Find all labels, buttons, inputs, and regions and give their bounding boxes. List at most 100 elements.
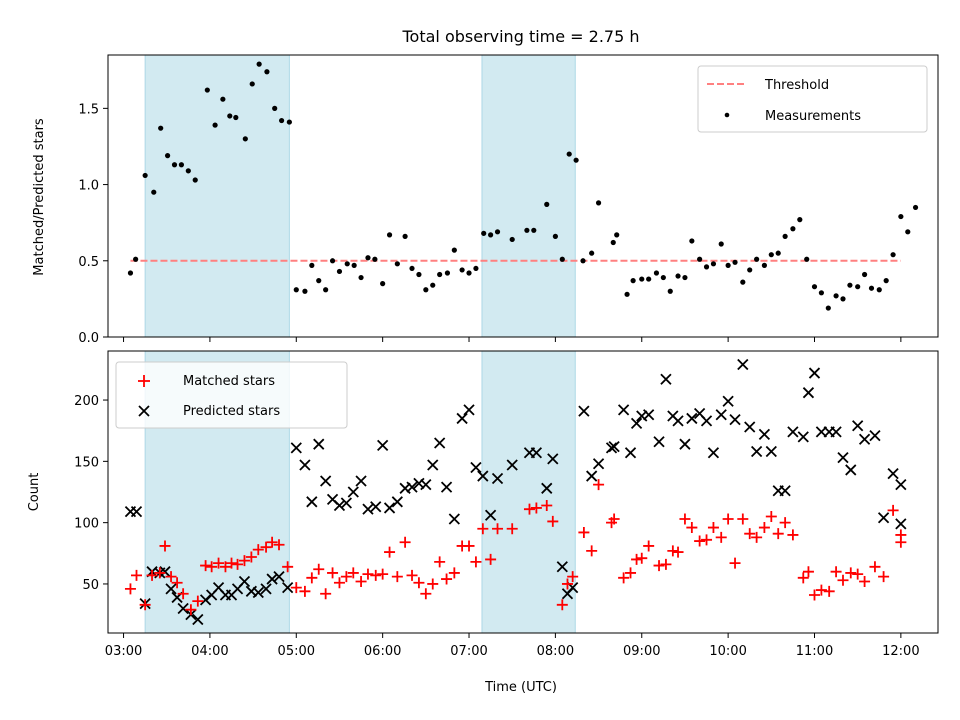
predicted-star-point (715, 409, 727, 421)
matched-star-point (154, 567, 166, 579)
measurement-point (761, 262, 767, 268)
matched-star-point (694, 535, 706, 547)
matched-star-point (282, 561, 294, 573)
matched-star-point (802, 566, 814, 578)
predicted-star-point (887, 467, 899, 480)
shaded-interval-1 (144, 54, 290, 338)
matched-star-point (370, 569, 382, 581)
bottom-y-tick-label: 100 (74, 517, 99, 532)
predicted-star-point (299, 459, 311, 471)
matched-star-point (434, 556, 446, 568)
matched-star-point (506, 523, 518, 535)
matched-star-point (470, 556, 482, 568)
matched-star-point (477, 523, 489, 535)
matched-star-point (232, 558, 244, 570)
matched-star-point (722, 513, 734, 525)
matched-star-point (441, 573, 453, 585)
x-tick-label: 06:00 (364, 644, 401, 659)
x-tick-label: 10:00 (709, 644, 746, 659)
measurement-point (127, 270, 134, 276)
measurement-point (204, 87, 210, 93)
count-points (124, 358, 907, 626)
measurement-point (293, 287, 299, 293)
matched-star-point (413, 577, 425, 589)
predicted-star-point (406, 481, 418, 493)
x-tick-label: 11:00 (796, 644, 833, 659)
measurement-point (818, 290, 825, 296)
predicted-star-point (333, 499, 346, 512)
measurement-point (595, 200, 602, 206)
predicted-star-point (895, 479, 907, 491)
predicted-star-point (362, 503, 374, 515)
measurement-point (309, 262, 315, 268)
predicted-star-point (506, 459, 518, 471)
matched-star-point (636, 552, 648, 564)
matched-star-point (765, 511, 777, 523)
matched-star-point (772, 528, 784, 540)
predicted-star-point (802, 387, 815, 399)
matched-star-point (238, 555, 250, 567)
measurement-point (847, 282, 853, 288)
measurement-point (242, 136, 248, 142)
measurement-point (718, 241, 724, 247)
matched-star-point (384, 546, 396, 558)
predicted-star-point (547, 453, 559, 465)
top-y-tick-label: 0.0 (78, 331, 99, 346)
predicted-star-point (541, 482, 553, 494)
predicted-star-point (252, 586, 264, 599)
matched-star-point (165, 571, 177, 583)
predicted-star-point (391, 496, 403, 508)
top-y-tick-label: 0.5 (78, 255, 99, 270)
predicted-star-point (765, 445, 777, 458)
bottom-legend: Matched stars Predicted stars (115, 361, 348, 429)
measurement-point (868, 285, 875, 291)
measurement-point (459, 267, 465, 273)
predicted-star-point (192, 613, 204, 626)
measurement-point (358, 274, 364, 281)
matched-star-point (306, 572, 318, 584)
predicted-star-point (306, 496, 318, 508)
predicted-star-point (282, 581, 294, 594)
predicted-star-point (463, 404, 475, 416)
matched-star-point (895, 529, 907, 541)
matched-star-point (845, 567, 857, 579)
measurement-point (883, 278, 889, 284)
predicted-star-point (260, 583, 272, 595)
measurement-point (171, 162, 178, 168)
measurement-point (158, 125, 164, 131)
matched-star-point (729, 557, 741, 569)
measurement-point (524, 227, 530, 233)
x-axis-label: Time (UTC) (484, 680, 557, 695)
predicted-star-point (159, 566, 171, 578)
predicted-star-point (672, 415, 684, 427)
matched-star-point (643, 540, 655, 552)
legend-measurements-swatch (724, 112, 730, 118)
predicted-star-point (686, 412, 698, 425)
predicted-star-point (456, 412, 468, 425)
predicted-star-point (377, 439, 389, 452)
matched-star-point (578, 526, 590, 538)
matched-star-point (653, 560, 665, 572)
predicted-star-point (630, 417, 643, 429)
matched-star-point (245, 551, 257, 563)
legend-measurements-label: Measurements (765, 109, 861, 124)
matched-star-point (679, 513, 691, 525)
matched-star-point (859, 576, 871, 588)
matched-star-point (837, 574, 849, 586)
bottom-axes-frame (107, 350, 939, 634)
measurement-point (905, 229, 911, 235)
measurement-point (689, 238, 695, 244)
measurement-point (747, 267, 753, 273)
measurement-point (646, 276, 652, 282)
matched-star-point (171, 577, 183, 589)
predicted-star-point (797, 431, 809, 443)
top-legend: Threshold Measurements (697, 65, 928, 133)
measurement-point (825, 305, 831, 311)
measurement-point (639, 276, 645, 282)
matched-star-point (869, 561, 881, 573)
measurement-point (804, 256, 810, 262)
matched-star-point (427, 578, 439, 590)
matched-star-point (131, 569, 143, 581)
predicted-star-point (679, 438, 691, 450)
measurement-point (192, 177, 198, 183)
